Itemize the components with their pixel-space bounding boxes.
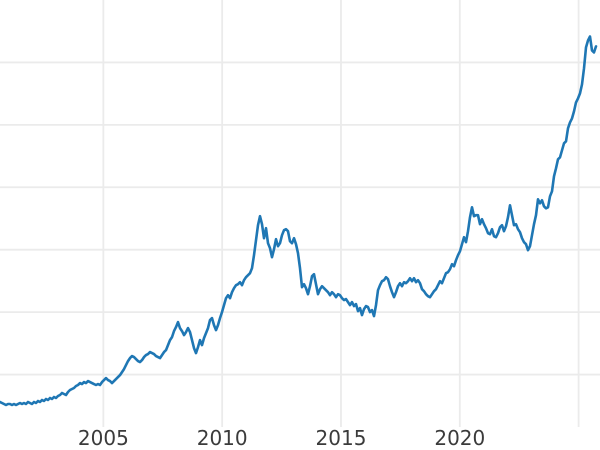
x-tick-label-2015: 2015 — [316, 426, 367, 450]
gridlines — [0, 0, 600, 427]
x-tick-label-2005: 2005 — [78, 426, 129, 450]
x-axis-tick-labels: 2005 2010 2015 2020 — [78, 426, 485, 450]
series-line-price — [0, 35, 598, 407]
x-tick-label-2020: 2020 — [434, 426, 485, 450]
x-tick-label-2010: 2010 — [197, 426, 248, 450]
